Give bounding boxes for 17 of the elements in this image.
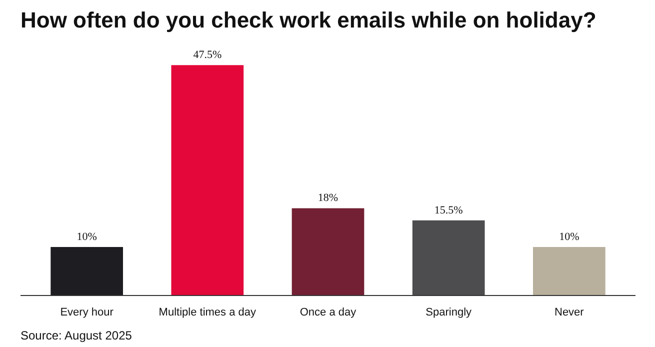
chart-title: How often do you check work emails while on holiday? <box>20 8 596 32</box>
bar <box>50 247 123 296</box>
bar <box>533 247 606 296</box>
bar <box>171 65 244 296</box>
x-tick-label: Every hour <box>60 306 114 318</box>
bar <box>292 208 364 296</box>
data-label: 47.5% <box>193 49 222 62</box>
data-label: 18% <box>318 192 338 204</box>
x-tick-label: Once a day <box>300 306 357 318</box>
bar <box>412 220 485 296</box>
x-tick-label: Multiple times a day <box>158 306 257 318</box>
data-label: 15.5% <box>434 204 463 216</box>
x-tick-label: Sparingly <box>426 306 472 318</box>
x-tick-label: Never <box>554 306 584 318</box>
data-label: 10% <box>559 231 580 244</box>
data-label: 10% <box>76 231 97 244</box>
source-note: Source: August 2025 <box>20 328 132 342</box>
